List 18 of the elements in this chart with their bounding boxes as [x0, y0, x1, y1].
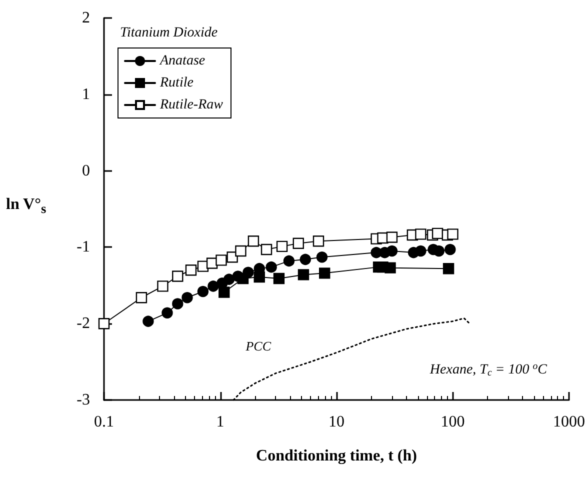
legend-label: Rutile-Raw: [159, 98, 224, 112]
legend-label: Rutile: [159, 76, 194, 90]
y-tick-label: -2: [76, 315, 90, 332]
x-tick-label: 100: [440, 414, 465, 430]
y-tick-label: -1: [76, 238, 90, 256]
legend-label: Anatase: [159, 54, 206, 68]
y-tick-label: 0: [82, 162, 90, 180]
x-tick-label: 1: [216, 414, 224, 430]
series-label: PCC: [244, 338, 272, 354]
legend-title: Titanium Dioxide: [120, 26, 218, 40]
y-axis-title: ln V°$_{s}$: [6, 196, 46, 218]
y-tick-label: -3: [76, 392, 90, 408]
x-tick-label: 1000: [553, 414, 585, 430]
y-tick-label: 1: [82, 86, 90, 103]
y-tick-label: 2: [82, 10, 90, 26]
x-tick-label: 10: [328, 414, 344, 430]
x-tick-label: 0.1: [94, 414, 114, 430]
x-axis-title: Conditioning time, t (h): [256, 448, 417, 464]
